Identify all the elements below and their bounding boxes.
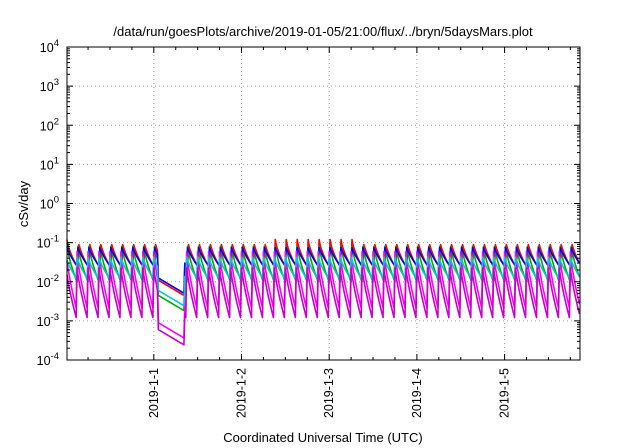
- series-group: [66, 238, 581, 346]
- y-axis: 10-4 10-3 10-2 10-1 100 101 102 103 104: [37, 38, 580, 368]
- y-tick-label: 10-1: [37, 234, 59, 251]
- y-tick-label: 101: [40, 155, 59, 172]
- series-line: [66, 267, 581, 346]
- x-axis: 2019-1-1 2019-1-2 2019-1-3 2019-1-4 2019-1-5: [87, 47, 571, 418]
- y-tick-label: 100: [40, 195, 59, 212]
- y-tick-label: 103: [40, 77, 59, 94]
- y-axis-label: cSv/day: [16, 180, 31, 227]
- y-tick-label: 102: [40, 116, 59, 133]
- y-tick-label: 10-2: [37, 273, 59, 290]
- y-tick-label: 104: [40, 38, 59, 55]
- x-axis-label: Coordinated Universal Time (UTC): [223, 430, 422, 445]
- x-tick-label: 2019-1-3: [322, 368, 336, 418]
- series-line: [66, 256, 581, 307]
- x-tick-label: 2019-1-5: [498, 368, 512, 418]
- y-tick-label: 10-3: [37, 312, 59, 329]
- x-tick-label: 2019-1-1: [147, 368, 161, 418]
- x-tick-label: 2019-1-4: [410, 368, 424, 418]
- y-tick-label: 10-4: [37, 351, 59, 368]
- x-tick-label: 2019-1-2: [235, 368, 249, 418]
- chart-title: /data/run/goesPlots/archive/2019-01-05/2…: [113, 24, 533, 39]
